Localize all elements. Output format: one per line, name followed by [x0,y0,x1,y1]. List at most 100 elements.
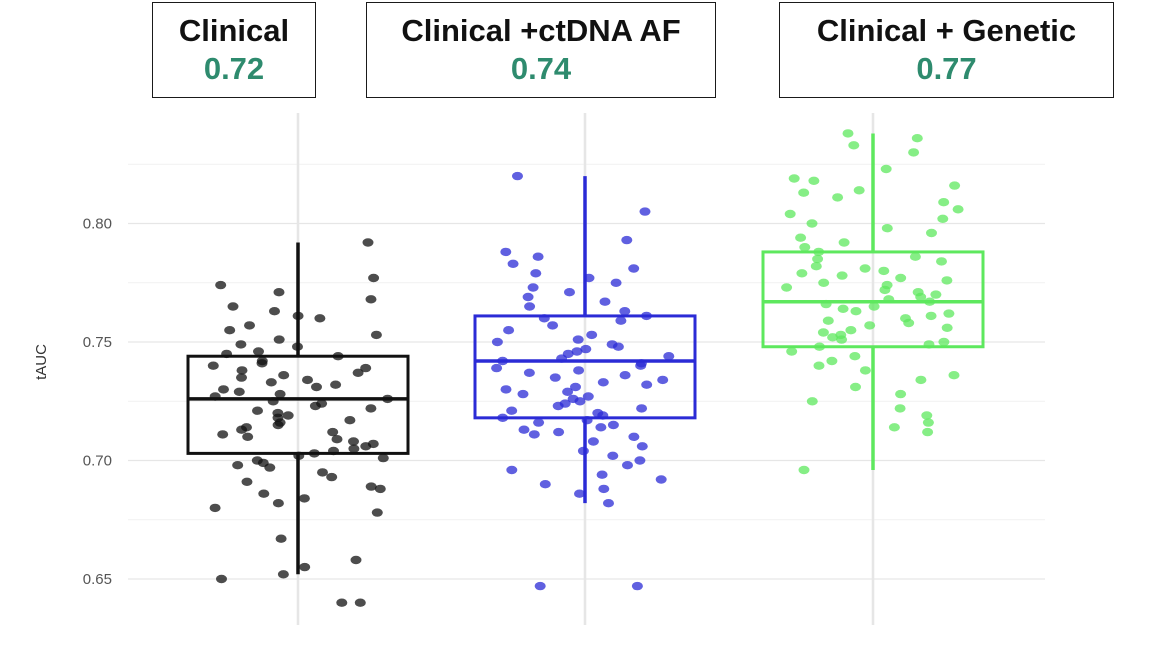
data-point [549,373,561,382]
data-point [806,219,818,228]
data-point [273,288,285,297]
data-point [371,508,383,517]
data-point [597,378,609,387]
data-point [909,252,921,261]
data-point [937,214,949,223]
box-iqr [761,250,985,349]
data-point [806,397,818,406]
data-point [497,356,509,366]
data-point [570,382,581,392]
model-label-box-clinical: Clinical 0.72 [152,2,316,98]
data-point [603,499,614,508]
data-point [365,295,377,304]
data-point [360,363,372,373]
data-point [832,193,844,202]
y-tick-label: 0.70 [83,453,112,470]
model-label-box-ctdna: Clinical +ctDNA AF 0.74 [366,2,716,98]
data-point [859,366,871,375]
data-point [553,427,565,437]
data-point [864,321,876,330]
data-point [241,477,253,486]
data-point [941,323,953,332]
data-point [314,314,326,323]
data-point [883,295,895,304]
y-axis-label: tAUC [33,344,50,380]
data-point [938,337,950,347]
data-point [272,499,284,508]
data-point [915,292,927,302]
data-point [798,188,810,197]
data-point [573,366,585,375]
data-point [639,207,651,216]
model-auc-value: 0.77 [916,51,977,86]
data-point [236,366,248,375]
data-point [217,430,229,439]
data-point [258,489,270,498]
data-point [619,371,631,380]
data-point [938,198,950,207]
data-point [264,463,276,472]
data-point [622,461,633,470]
data-point [256,359,268,368]
data-point [619,307,631,316]
data-point [215,280,227,290]
data-point [842,129,854,138]
data-point [903,318,915,328]
data-point [278,371,290,380]
data-point [612,342,624,351]
data-point [820,299,832,309]
data-point [781,283,793,292]
data-point [926,228,937,238]
data-point [523,368,535,377]
data-point [299,562,311,572]
data-point [368,273,380,283]
data-point [615,316,627,325]
data-point [582,392,594,401]
data-point [497,413,509,422]
data-point [252,406,263,415]
y-tick-label: 0.80 [83,216,112,233]
data-point [382,394,394,404]
model-auc-value: 0.74 [510,51,572,86]
data-point [848,141,860,150]
data-point [574,489,585,498]
data-point [207,361,219,370]
model-label-title: Clinical [178,13,290,48]
data-point [348,437,359,446]
data-point [657,375,669,385]
data-point [350,555,362,565]
data-point [788,174,800,183]
data-point [849,352,861,361]
data-point [881,224,893,233]
data-point [308,449,320,458]
data-point [924,297,936,306]
data-point [348,444,360,453]
data-point [943,309,955,318]
data-point [837,304,849,313]
data-point [795,233,807,242]
data-point [596,470,608,479]
data-point [326,472,338,482]
data-point [527,283,539,292]
data-point [269,307,280,316]
data-point [572,335,584,344]
data-point [530,269,542,278]
data-point [556,354,568,363]
data-point [506,406,518,415]
data-point [827,333,839,342]
data-point [522,292,534,302]
data-point [253,347,264,356]
data-point [267,397,279,406]
data-point [547,321,559,330]
model-auc-value: 0.72 [203,51,265,86]
data-point [808,176,820,185]
data-point [586,330,598,340]
data-point [236,373,247,382]
data-point [512,171,523,181]
data-point [952,205,964,214]
data-point [370,330,382,340]
data-point [209,503,221,513]
y-tick-label: 0.75 [83,334,112,351]
data-point [564,288,575,297]
data-point [302,375,313,385]
